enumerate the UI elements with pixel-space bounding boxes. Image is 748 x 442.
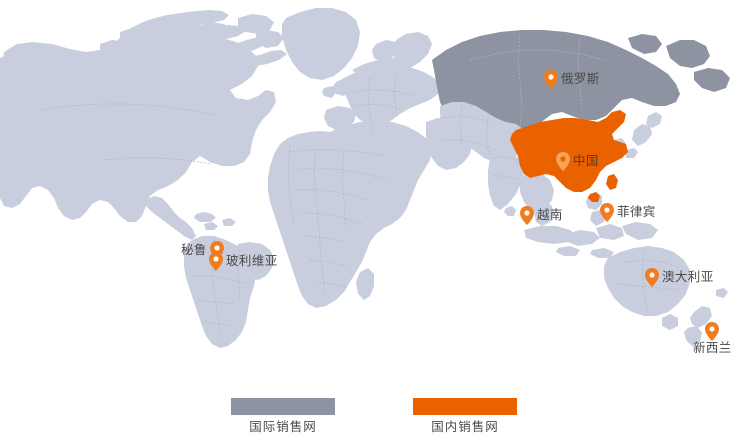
marker-label-australia: 澳大利亚	[662, 269, 714, 285]
legend-item-international[interactable]: 国际销售网	[231, 398, 335, 434]
marker-australia[interactable]: 澳大利亚	[645, 268, 714, 287]
map-pin-icon	[544, 70, 558, 89]
marker-label-peru: 秘鲁	[181, 242, 207, 258]
marker-bolivia[interactable]: 玻利维亚	[209, 252, 278, 271]
marker-label-china: 中国	[573, 153, 599, 169]
marker-russia[interactable]: 俄罗斯	[544, 70, 600, 89]
map-pin-icon	[520, 206, 534, 225]
legend-swatch-domestic	[413, 398, 517, 415]
marker-label-philippines: 菲律宾	[617, 204, 656, 220]
legend-label-domestic: 国内销售网	[431, 419, 499, 434]
marker-label-vietnam: 越南	[537, 207, 563, 223]
legend-item-domestic[interactable]: 国内销售网	[413, 398, 517, 434]
legend-label-international: 国际销售网	[249, 419, 317, 434]
map-legend: 国际销售网 国内销售网	[0, 398, 748, 442]
marker-label-new-zealand: 新西兰	[693, 340, 732, 355]
marker-new-zealand[interactable]: 新西兰	[693, 322, 732, 355]
marker-label-bolivia: 玻利维亚	[226, 253, 278, 269]
map-pin-icon	[705, 322, 720, 341]
marker-label-russia: 俄罗斯	[561, 71, 600, 87]
map-pin-icon	[209, 252, 223, 271]
map-pin-icon	[556, 152, 570, 171]
landmass-group	[0, 8, 730, 348]
marker-philippines[interactable]: 菲律宾	[600, 203, 656, 222]
map-pin-icon	[600, 203, 614, 222]
legend-swatch-international	[231, 398, 335, 415]
marker-china[interactable]: 中国	[556, 152, 599, 171]
marker-vietnam[interactable]: 越南	[520, 206, 563, 225]
map-pin-icon	[645, 268, 659, 287]
